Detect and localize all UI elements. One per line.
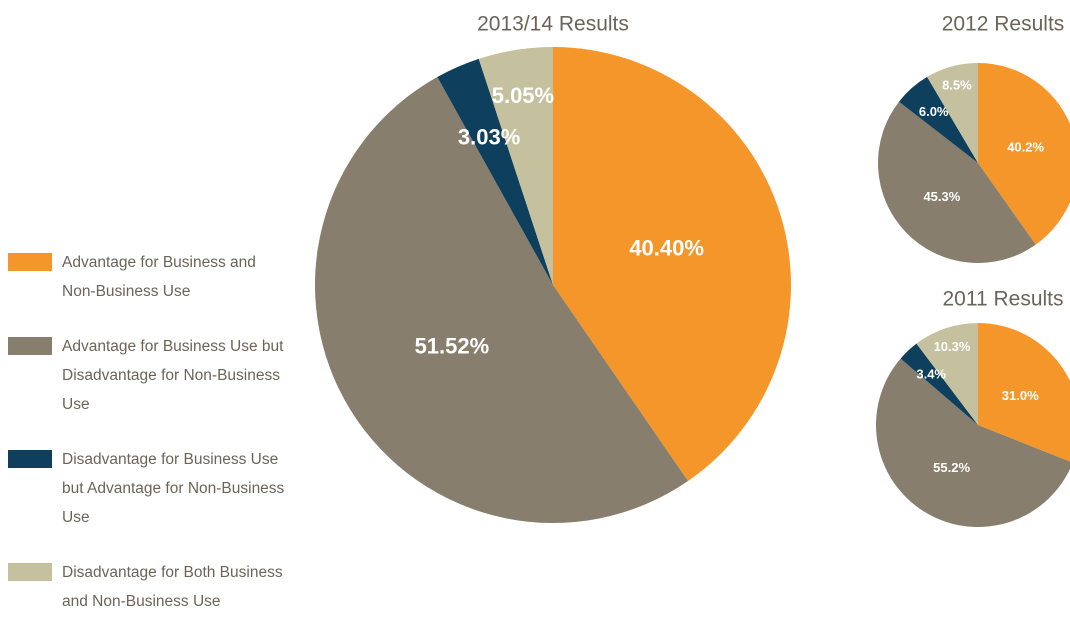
data-label: 6.0% [919, 104, 949, 119]
pie-slice [900, 343, 978, 425]
data-label: 55.2% [933, 460, 970, 475]
legend-label: Disadvantage for Both Business and Non-B… [62, 564, 283, 610]
legend-label: Advantage for Business Use but Disadvant… [62, 338, 284, 413]
pie-slice [978, 323, 1070, 462]
pie-slice [553, 47, 792, 482]
legend-item: Disadvantage for Both Business and Non-B… [8, 558, 292, 616]
legend-swatch [8, 253, 52, 271]
data-label: 51.52% [415, 334, 490, 359]
pie-slice [315, 77, 689, 523]
data-label: 3.03% [458, 125, 520, 150]
pie-slice [478, 47, 553, 285]
pie-slice [898, 76, 978, 163]
data-label: 8.5% [942, 77, 972, 92]
legend-swatch [8, 563, 52, 581]
legend-swatch [8, 337, 52, 355]
data-label: 40.2% [1007, 139, 1044, 154]
chart-title: 2011 Results [942, 288, 1063, 311]
data-label: 3.4% [916, 367, 946, 382]
data-label: 5.05% [492, 83, 554, 108]
legend-label: Disadvantage for Business Use but Advant… [62, 451, 285, 526]
legend-item: Advantage for Business Use but Disadvant… [8, 332, 292, 419]
legend-item: Disadvantage for Business Use but Advant… [8, 445, 292, 532]
data-label: 10.3% [934, 339, 971, 354]
data-label: 31.0% [1002, 388, 1039, 403]
pie-slice [916, 323, 978, 425]
pie-slice [927, 63, 978, 163]
pie-slice [876, 358, 1070, 527]
pie-slice [978, 63, 1070, 245]
legend-label: Advantage for Business and Non-Business … [62, 254, 256, 300]
pie-slice [877, 101, 1036, 264]
chart-title: 2012 Results [942, 13, 1065, 36]
pie-slice [437, 58, 553, 285]
legend-item: Advantage for Business and Non-Business … [8, 248, 292, 306]
chart-title: 2013/14 Results [477, 13, 629, 36]
legend-swatch [8, 450, 52, 468]
data-label: 45.3% [923, 189, 960, 204]
data-label: 40.40% [629, 235, 704, 260]
